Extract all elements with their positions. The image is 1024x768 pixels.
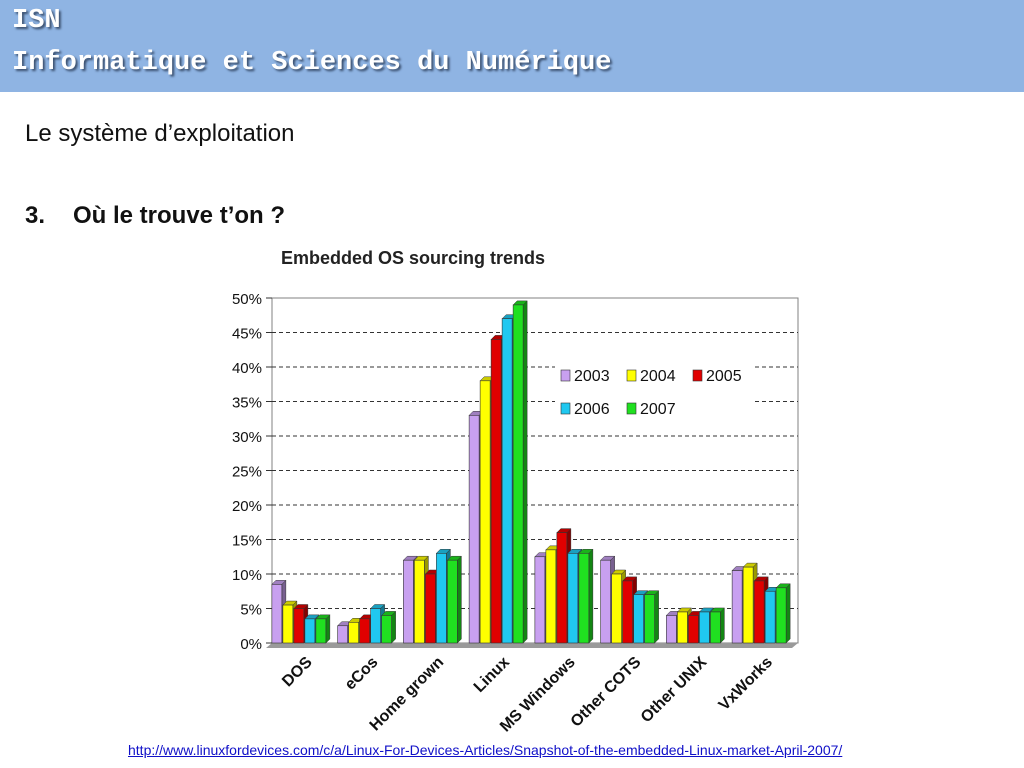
bar-linux-2006 — [501, 318, 513, 644]
bar-dos-2006 — [304, 618, 316, 644]
bar-other-cots-2007 — [644, 594, 655, 644]
y-tick-label: 45% — [232, 326, 262, 343]
legend-label-2003: 2003 — [574, 368, 610, 385]
bar-dos-2003 — [271, 584, 283, 644]
y-tick-label: 50% — [232, 291, 262, 308]
bar-home-grown-2004 — [414, 559, 425, 644]
bar-side — [654, 590, 659, 644]
x-tick-label: Other COTS — [568, 654, 645, 731]
bar-home-grown-2006 — [436, 552, 447, 644]
bar-other-cots-2005 — [622, 580, 633, 644]
bar-dos-2004 — [282, 604, 294, 644]
bar-linux-2003 — [468, 415, 480, 644]
bar-linux-2004 — [479, 380, 491, 644]
bar-other-unix-2005 — [688, 615, 699, 644]
bar-ecos-2007 — [381, 615, 392, 644]
legend-swatch-2004 — [626, 369, 637, 382]
bar-vxworks-2003 — [731, 570, 743, 644]
course-title: Informatique et Sciences du Numérique — [12, 48, 612, 78]
legend-box — [555, 360, 755, 426]
legend-label-2007: 2007 — [640, 401, 676, 418]
bar-side — [457, 555, 462, 644]
title-banner: ISN Informatique et Sciences du Numériqu… — [0, 0, 1024, 92]
bar-other-unix-2003 — [666, 615, 677, 644]
bar-ms-windows-2007 — [578, 552, 590, 644]
x-tick-label: eCos — [342, 654, 382, 694]
bar-side — [391, 610, 396, 644]
x-tick-label: VxWorks — [716, 654, 776, 714]
embedded-os-chart: Embedded OS sourcing trends 0% 5% 10% 15% 20%… — [232, 248, 799, 735]
bar-other-unix-2007 — [710, 611, 721, 644]
bar-vxworks-2007 — [775, 587, 787, 644]
bar-linux-2005 — [490, 339, 502, 644]
bar-other-cots-2003 — [600, 559, 611, 644]
bar-home-grown-2005 — [425, 573, 436, 644]
x-tick-label: DOS — [279, 654, 316, 691]
question-number: 3. — [25, 202, 46, 229]
legend-swatch-2003 — [560, 369, 571, 382]
y-tick-label: 35% — [232, 395, 262, 412]
bar-ecos-2003 — [337, 625, 348, 644]
bar-side — [785, 583, 791, 644]
y-tick-label: 30% — [232, 429, 262, 446]
bar-side — [522, 300, 528, 644]
slide-subtitle: Le système d’exploitation — [25, 120, 295, 147]
x-tick-label: Linux — [471, 654, 513, 696]
bar-dos-2005 — [293, 608, 305, 644]
y-tick-label: 5% — [240, 602, 262, 619]
slide-question: 3. Où le trouve t’on ? — [25, 202, 285, 230]
y-tick-label: 40% — [232, 360, 262, 377]
bar-side — [588, 548, 594, 644]
y-tick-label: 10% — [232, 567, 262, 584]
bar-home-grown-2007 — [447, 559, 458, 644]
bar-side — [325, 614, 331, 644]
bar-ms-windows-2003 — [534, 556, 546, 644]
legend-swatch-2005 — [692, 369, 703, 382]
bar-ms-windows-2005 — [556, 532, 568, 644]
y-tick-label: 15% — [232, 533, 262, 550]
bar-ecos-2006 — [370, 608, 381, 644]
bar-side — [720, 607, 725, 644]
legend-swatch-2006 — [560, 402, 571, 415]
bar-other-unix-2004 — [677, 611, 688, 644]
y-tick-label: 25% — [232, 464, 262, 481]
bar-ms-windows-2006 — [567, 552, 579, 644]
legend-label-2004: 2004 — [640, 368, 676, 385]
bar-vxworks-2004 — [742, 566, 754, 644]
bar-ecos-2004 — [348, 621, 359, 644]
bar-dos-2007 — [315, 618, 327, 644]
bar-ms-windows-2004 — [545, 549, 557, 644]
chart-title: Embedded OS sourcing trends — [281, 248, 545, 268]
bar-other-cots-2004 — [611, 573, 622, 644]
legend-label-2006: 2006 — [574, 401, 610, 418]
y-tick-label: 20% — [232, 498, 262, 515]
chart-floor — [266, 643, 798, 648]
bar-ecos-2005 — [359, 618, 370, 644]
bar-other-cots-2006 — [633, 594, 644, 644]
legend-label-2005: 2005 — [706, 368, 742, 385]
bar-vxworks-2006 — [764, 590, 776, 644]
source-link[interactable]: http://www.linuxfordevices.com/c/a/Linux… — [128, 742, 843, 758]
course-code: ISN — [12, 6, 61, 36]
bar-vxworks-2005 — [753, 580, 765, 644]
y-tick-label: 0% — [240, 636, 262, 653]
bar-linux-2007 — [512, 304, 524, 644]
question-text: Où le trouve t’on ? — [73, 202, 286, 229]
x-tick-label: Other UNIX — [638, 654, 711, 727]
bar-home-grown-2003 — [403, 559, 414, 644]
bar-other-unix-2006 — [699, 611, 710, 644]
legend-swatch-2007 — [626, 402, 637, 415]
